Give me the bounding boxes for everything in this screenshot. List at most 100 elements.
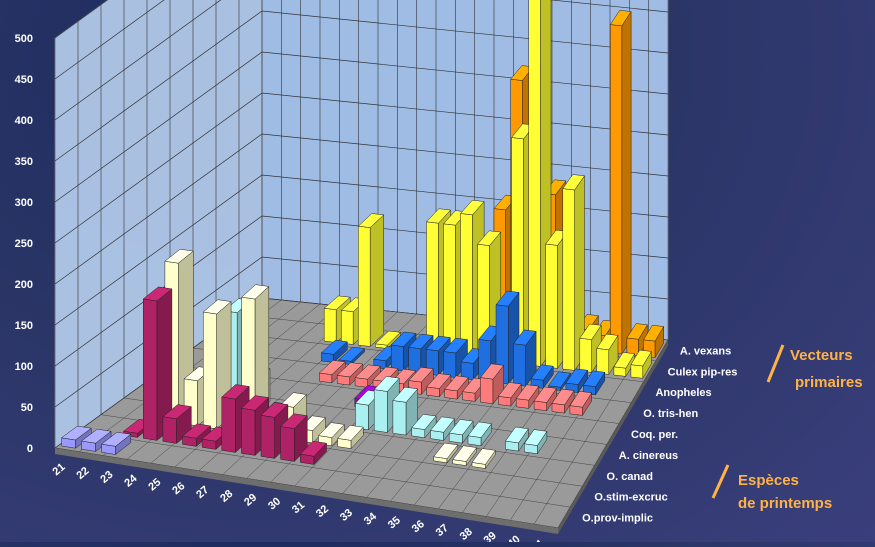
bar (562, 174, 585, 372)
bar-top (318, 360, 346, 375)
bar-top (459, 199, 485, 216)
bar-top (164, 248, 194, 264)
x-tick-label: 28 (218, 488, 235, 505)
bar-top (569, 391, 593, 408)
y-tick-label: 200 (15, 279, 33, 291)
bar-top (467, 421, 492, 438)
x-tick-label: 32 (314, 503, 331, 520)
bar-side (369, 214, 384, 348)
x-tick-label: 21 (50, 461, 67, 478)
y-tick-label: 100 (15, 361, 33, 373)
x-tick-label: 37 (434, 522, 451, 539)
bar-top (374, 330, 401, 346)
x-tick-label: 40 (506, 533, 523, 542)
bar-top (479, 363, 505, 380)
bar-front (610, 24, 623, 355)
x-tick-label: 26 (170, 480, 187, 497)
y-tick-label: 250 (15, 238, 33, 250)
bar (513, 329, 537, 387)
bar-front (460, 213, 473, 359)
bar-top (513, 329, 537, 346)
y-tick-label: 350 (15, 156, 33, 168)
bar-top (202, 299, 232, 315)
bar-top (142, 286, 173, 302)
bar-front (579, 337, 592, 373)
series-labels: A. vexans Culex pip-res Anopheles O. tris-h… (582, 345, 737, 524)
bar-front (596, 348, 610, 375)
bar-top (280, 413, 308, 429)
bar-top (323, 295, 351, 310)
bar-top (582, 370, 606, 387)
y-tick-label: 0 (27, 443, 33, 455)
series-label: O. canad (607, 471, 653, 483)
bar-front (280, 426, 295, 462)
bar-front (355, 403, 369, 431)
bar-top (505, 426, 529, 444)
bar-front (562, 188, 575, 371)
annot1-slash (766, 344, 785, 383)
x-tick-label: 27 (194, 484, 211, 501)
bar-front (392, 400, 407, 436)
bar (320, 339, 348, 364)
bar-front (341, 310, 354, 345)
bar-front (390, 344, 404, 372)
x-tick-label: 29 (242, 492, 259, 509)
bar (467, 421, 492, 447)
bar-top (221, 384, 250, 400)
bar-top (336, 362, 364, 378)
bar (430, 416, 456, 442)
bar-top (241, 284, 270, 300)
bar-top (372, 366, 399, 382)
bar (100, 431, 132, 456)
bar-front (358, 225, 371, 347)
bar-top (630, 349, 652, 367)
bar-top (240, 395, 270, 411)
bar (181, 423, 212, 447)
bar (280, 413, 308, 463)
bar-top (354, 364, 382, 380)
x-tick-label: 36 (410, 518, 427, 535)
bar-top (497, 382, 522, 399)
annot2-line1: Espèces (738, 472, 799, 489)
bar-top (408, 333, 434, 349)
bar (452, 445, 478, 467)
bar (444, 375, 469, 400)
bar (505, 426, 529, 452)
bar-top (613, 352, 636, 369)
bar-top (444, 375, 469, 392)
bar-top (477, 230, 502, 246)
bar-top (357, 213, 385, 228)
x-tick-label: 23 (98, 469, 115, 486)
bar (551, 388, 575, 414)
series-label: O.prov-implic (582, 513, 653, 525)
bar-top (495, 290, 520, 307)
series-label: Anopheles (655, 387, 711, 399)
bar (643, 325, 665, 359)
series-label: O.stim-excruc (594, 492, 667, 504)
annot1-line1: Vecteurs (790, 347, 853, 364)
bar (354, 364, 382, 389)
bar-front (221, 396, 236, 453)
y-tick-label: 150 (15, 320, 33, 332)
bar-front (203, 311, 217, 430)
bar (392, 386, 419, 436)
floor-edge (55, 448, 558, 534)
bar-top (443, 337, 468, 354)
bar-top (551, 388, 575, 406)
bar-top (80, 428, 112, 444)
x-tick-label: 34 (362, 510, 380, 528)
x-tick-label: 39 (482, 530, 499, 542)
x-tick-label: 24 (122, 472, 140, 490)
bar-top (643, 325, 665, 342)
bar-top (390, 331, 417, 347)
bar-front (480, 377, 494, 405)
bar-top (452, 445, 478, 462)
bar-top (533, 386, 557, 403)
bar-top (425, 335, 451, 352)
bar (426, 373, 452, 398)
bar (479, 363, 505, 405)
annot1-line2: primaires (795, 374, 863, 391)
bar-front (143, 298, 158, 441)
bar (523, 429, 548, 455)
